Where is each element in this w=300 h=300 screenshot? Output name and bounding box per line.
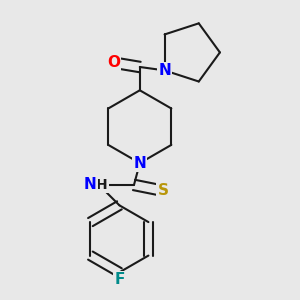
Text: O: O bbox=[107, 55, 120, 70]
Text: N: N bbox=[84, 178, 97, 193]
Text: S: S bbox=[158, 183, 169, 198]
Text: N: N bbox=[158, 63, 171, 78]
Text: F: F bbox=[114, 272, 124, 287]
Text: H: H bbox=[96, 178, 108, 192]
Text: N: N bbox=[134, 156, 146, 171]
